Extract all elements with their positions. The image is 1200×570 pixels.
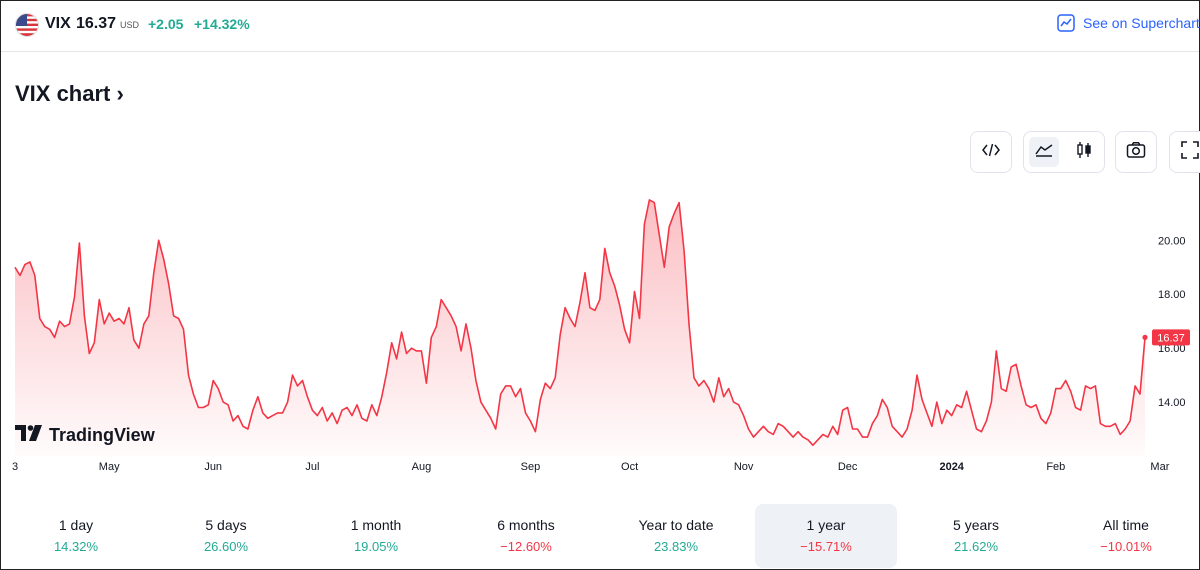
x-tick-label: 3 (12, 461, 18, 473)
snapshot-button[interactable] (1121, 137, 1151, 167)
period-tab[interactable]: 1 day 14.32% (5, 504, 147, 568)
x-tick-label: Aug (412, 461, 432, 473)
period-change: 14.32% (53, 539, 99, 554)
x-tick-label: Sep (521, 461, 541, 473)
period-change: 19.05% (353, 539, 399, 554)
period-label: All time (1103, 517, 1149, 533)
period-tab[interactable]: 1 year −15.71% (755, 504, 897, 568)
period-label: 1 month (350, 517, 402, 533)
period-tab[interactable]: 1 month 19.05% (305, 504, 447, 568)
see-on-supercharts-link[interactable]: See on Supercharts (1057, 14, 1200, 35)
last-price-label-bg (1152, 329, 1190, 346)
area-chart-icon (1034, 142, 1054, 163)
period-change: −12.60% (500, 539, 552, 554)
period-tab[interactable]: 5 years 21.62% (905, 504, 1047, 568)
x-tick-label: May (99, 461, 120, 473)
embed-button[interactable] (976, 137, 1006, 167)
period-tab[interactable]: 5 days 26.60% (155, 504, 297, 568)
supercharts-icon (1057, 14, 1075, 35)
us-flag-icon (15, 13, 39, 37)
last-price: 16.37 (76, 15, 117, 32)
x-tick-label: Feb (1046, 461, 1065, 473)
x-tick-label: Jun (204, 461, 222, 473)
chart-title-link[interactable]: VIX chart › (15, 81, 124, 107)
period-change: 21.62% (953, 539, 999, 554)
x-tick-label: Dec (838, 461, 858, 473)
currency: USD (120, 20, 140, 30)
period-tab[interactable]: All time −10.01% (1055, 504, 1197, 568)
embed-toolbar (970, 131, 1012, 173)
x-tick-label: Oct (621, 461, 638, 473)
period-tab[interactable]: Year to date 23.83% (605, 504, 747, 568)
candlestick-icon (1074, 140, 1094, 165)
period-label: 1 day (58, 517, 94, 533)
camera-icon (1126, 141, 1146, 164)
x-tick-label: Jul (305, 461, 319, 473)
y-tick-label: 18.00 (1158, 289, 1186, 301)
symbol: VIX (45, 15, 71, 32)
snapshot-toolbar (1115, 131, 1157, 173)
x-tick-label: 2024 (939, 461, 964, 473)
price-change: +2.05 (148, 16, 184, 32)
performance-periods: 1 day 14.32% 5 days 26.60% 1 month 19.05% 6 mo… (1, 504, 1200, 568)
fullscreen-toolbar (1169, 131, 1200, 173)
period-label: 1 year (806, 517, 846, 533)
quote-header: VIX 16.37 USD +2.05 +14.32% See on Super… (1, 1, 1200, 52)
supercharts-label: See on Supercharts (1083, 15, 1200, 32)
period-change: 26.60% (203, 539, 249, 554)
candlestick-button[interactable] (1069, 137, 1099, 167)
tradingview-logo-icon (15, 425, 43, 446)
fullscreen-icon (1181, 140, 1199, 164)
vix-price-chart[interactable]: 20.00 18.00 16.00 14.00 3 May Jun Jul Aug Sep Oct… (1, 181, 1200, 481)
period-label: Year to date (638, 517, 714, 533)
period-label: 5 years (953, 517, 999, 533)
period-change: −15.71% (800, 539, 852, 554)
period-label: 5 days (205, 517, 247, 533)
chart-style-toolbar (1023, 131, 1105, 173)
period-change: 23.83% (653, 539, 699, 554)
x-tick-label: Mar (1150, 461, 1169, 473)
price-change-percent: +14.32% (194, 16, 250, 32)
fullscreen-button[interactable] (1175, 137, 1200, 167)
y-tick-label: 14.00 (1158, 397, 1186, 409)
area-chart-button[interactable] (1029, 137, 1059, 167)
chevron-right-icon: › (116, 81, 124, 106)
price-line (14, 199, 1146, 446)
period-tab[interactable]: 6 months −12.60% (455, 504, 597, 568)
tradingview-wordmark: TradingView (49, 425, 155, 445)
y-tick-label: 20.00 (1158, 235, 1186, 247)
x-tick-label: Nov (734, 461, 754, 473)
period-change: −10.01% (1100, 539, 1152, 554)
tradingview-logo[interactable]: TradingView (15, 425, 155, 446)
area-fill (15, 199, 1145, 456)
last-point-marker (1142, 334, 1148, 340)
code-icon (981, 142, 1001, 163)
last-price-label: 16.37 (1157, 332, 1185, 344)
y-tick-label: 16.00 (1158, 343, 1186, 355)
chart-title: VIX chart (15, 81, 111, 106)
period-label: 6 months (497, 517, 555, 533)
